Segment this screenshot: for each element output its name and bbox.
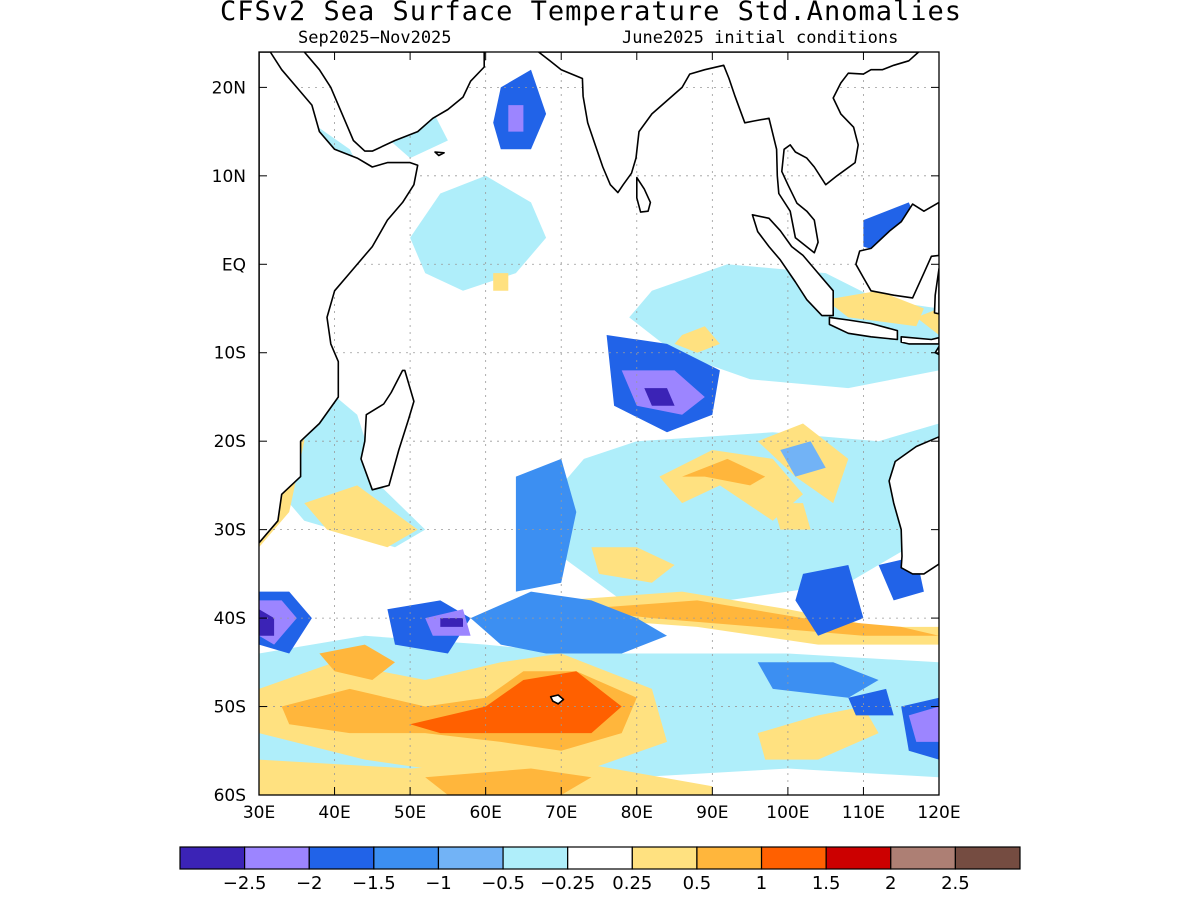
colorbar-swatch	[825, 846, 892, 870]
colorbar-label: −1.5	[352, 873, 396, 894]
land-kerguelen	[549, 694, 565, 705]
colorbar-label: 2	[885, 873, 896, 894]
lat-tick-label: 10N	[212, 167, 246, 187]
colorbar-swatch	[567, 846, 633, 870]
colorbar-swatch	[179, 846, 246, 870]
land-sulawesi	[933, 267, 939, 315]
colorbar-label: 0.25	[612, 873, 652, 894]
anomaly-region	[644, 388, 675, 406]
anomaly-region	[780, 441, 826, 477]
lat-tick-label: 30S	[214, 521, 246, 541]
lat-tick-label: EQ	[222, 255, 246, 275]
anomaly-region	[425, 768, 592, 795]
map-axes: 30E 40E 50E 60E 70E 80E 90E 100E 110E 120E 20N 10N E…	[212, 52, 961, 823]
colorbar-swatch	[696, 846, 763, 870]
anomaly-region	[908, 706, 939, 742]
anomaly-region	[410, 175, 547, 291]
forecast-period: Sep2025−Nov2025	[298, 28, 452, 48]
lat-tick-label: 50S	[214, 698, 246, 718]
coastlines	[259, 52, 939, 705]
lat-tick-label: 60S	[214, 786, 246, 806]
land-sri-lanka	[635, 176, 652, 213]
lat-tick-label: 10S	[214, 344, 246, 364]
colorbar-swatch	[437, 846, 504, 870]
anomaly-region	[259, 609, 275, 636]
lon-tick-label: 40E	[318, 803, 350, 823]
land-india	[537, 52, 920, 254]
colorbar-swatch	[308, 846, 375, 870]
anomaly-region	[515, 458, 577, 592]
colorbar-label: 0.5	[683, 873, 712, 894]
colorbar-label: −2	[296, 873, 323, 894]
anomaly-region	[825, 290, 924, 327]
lon-tick-label: 70E	[545, 803, 577, 823]
colorbar-label: 1.5	[812, 873, 841, 894]
land-sumatra	[751, 214, 835, 317]
lon-tick-label: 80E	[621, 803, 653, 823]
anomaly-region	[493, 273, 509, 291]
colorbar-label: 1	[756, 873, 767, 894]
land-arabia	[303, 52, 486, 152]
colorbar-label: −0.25	[540, 873, 595, 894]
land-africa	[259, 52, 419, 544]
plot-frame	[258, 51, 940, 796]
colorbar-label: 2.5	[941, 873, 970, 894]
anomaly-region	[772, 503, 811, 530]
colorbar-swatch	[890, 846, 956, 870]
anomaly-region	[440, 618, 463, 627]
land-java	[828, 316, 899, 341]
lon-tick-label: 60E	[469, 803, 501, 823]
land-australia	[888, 435, 939, 575]
anomaly-region	[319, 644, 395, 680]
colorbar-swatch	[954, 846, 1021, 870]
colorbar-label: −2.5	[223, 873, 267, 894]
colorbar: −2.5 −2 −1.5 −1 −0.5 −0.25 0.25 0.5 1 1.5 2 2.5	[179, 846, 1021, 894]
land-madagascar	[360, 369, 415, 491]
colorbar-swatch	[373, 846, 440, 870]
lon-tick-label: 120E	[917, 803, 960, 823]
lon-tick-label: 30E	[243, 803, 275, 823]
colorbar-swatch	[631, 846, 698, 870]
colorbar-swatch	[502, 846, 569, 870]
anomaly-region	[470, 591, 667, 654]
anomaly-region	[757, 662, 879, 698]
colorbar-swatch	[760, 846, 827, 870]
colorbar-label: −0.5	[481, 873, 525, 894]
anomaly-region	[848, 688, 894, 716]
anomaly-region	[508, 105, 524, 132]
colorbar-swatch	[244, 846, 310, 870]
lat-tick-label: 20N	[212, 78, 246, 98]
initial-conditions: June2025 initial conditions	[622, 28, 899, 48]
land-socotra	[434, 151, 445, 157]
lon-tick-label: 110E	[842, 803, 885, 823]
land-borneo	[855, 201, 939, 299]
land-lesser-sunda	[900, 335, 939, 345]
lat-tick-label: 20S	[214, 432, 246, 452]
anomaly-region	[410, 671, 622, 734]
anomaly-region	[304, 485, 418, 548]
anomaly-region	[674, 326, 720, 353]
lon-tick-label: 50E	[394, 803, 426, 823]
anomaly-region	[682, 458, 766, 486]
lat-tick-label: 40S	[214, 609, 246, 629]
colorbar-label: −1	[425, 873, 452, 894]
anomaly-region	[916, 308, 939, 335]
anomaly-region	[591, 547, 675, 583]
anomaly-region	[659, 450, 803, 521]
lon-tick-label: 100E	[766, 803, 809, 823]
lon-tick-label: 90E	[696, 803, 728, 823]
map-title: CFSv2 Sea Surface Temperature Std.Anomal…	[220, 0, 962, 27]
